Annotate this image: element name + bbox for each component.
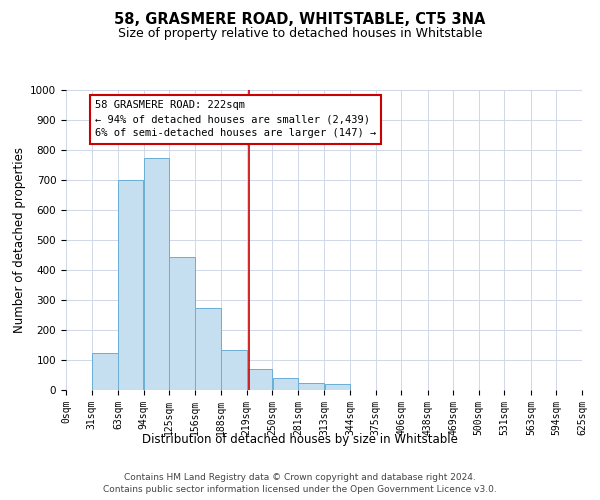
Text: Size of property relative to detached houses in Whitstable: Size of property relative to detached ho… <box>118 28 482 40</box>
Bar <box>144 158 169 390</box>
Bar <box>247 369 272 390</box>
Text: Contains HM Land Registry data © Crown copyright and database right 2024.: Contains HM Land Registry data © Crown c… <box>124 472 476 482</box>
Text: 58 GRASMERE ROAD: 222sqm
← 94% of detached houses are smaller (2,439)
6% of semi: 58 GRASMERE ROAD: 222sqm ← 94% of detach… <box>95 100 376 138</box>
Bar <box>221 350 247 390</box>
Bar <box>298 382 324 390</box>
Bar <box>169 256 194 390</box>
Bar <box>272 378 298 390</box>
Bar <box>325 384 350 390</box>
Text: Distribution of detached houses by size in Whitstable: Distribution of detached houses by size … <box>142 432 458 446</box>
Y-axis label: Number of detached properties: Number of detached properties <box>13 147 26 333</box>
Bar <box>92 352 118 390</box>
Text: Contains public sector information licensed under the Open Government Licence v3: Contains public sector information licen… <box>103 485 497 494</box>
Bar <box>195 308 221 390</box>
Bar <box>118 180 143 390</box>
Text: 58, GRASMERE ROAD, WHITSTABLE, CT5 3NA: 58, GRASMERE ROAD, WHITSTABLE, CT5 3NA <box>115 12 485 28</box>
